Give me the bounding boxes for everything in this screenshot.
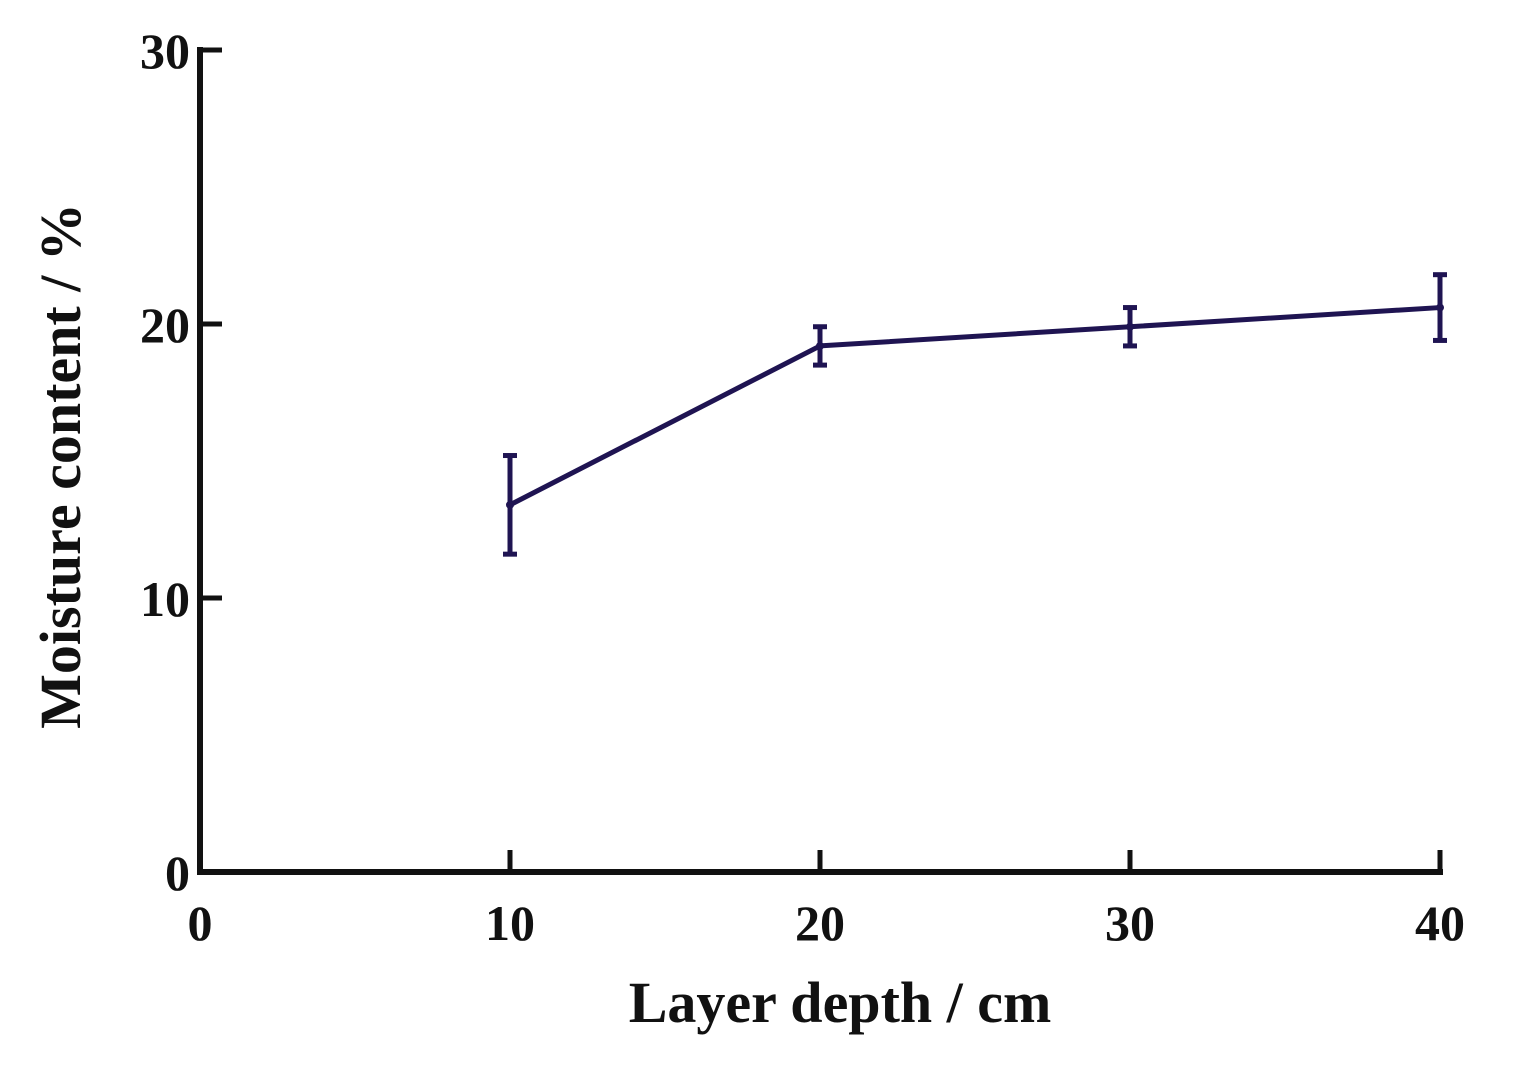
data-point	[1436, 303, 1444, 312]
x-tick-label: 20	[795, 895, 845, 951]
x-axis-title: Layer depth / cm	[629, 970, 1052, 1035]
x-ticks: 0 10 20 30 40	[188, 850, 1465, 951]
y-tick-label: 0	[165, 845, 190, 901]
y-tick-label: 30	[140, 23, 190, 79]
x-tick-label: 40	[1415, 895, 1465, 951]
axes	[197, 47, 1443, 875]
x-tick-label: 0	[188, 895, 213, 951]
y-tick-label: 10	[140, 571, 190, 627]
data-point	[1126, 322, 1134, 331]
x-tick-label: 30	[1105, 895, 1155, 951]
y-tick-label: 20	[140, 297, 190, 353]
y-axis-title: Moisture content / %	[28, 203, 93, 729]
series-layer	[503, 272, 1447, 557]
x-tick-label: 10	[485, 895, 535, 951]
data-point	[816, 341, 824, 350]
series-line	[508, 305, 1441, 508]
data-point	[506, 500, 514, 509]
y-ticks: 0 10 20 30	[140, 23, 222, 901]
